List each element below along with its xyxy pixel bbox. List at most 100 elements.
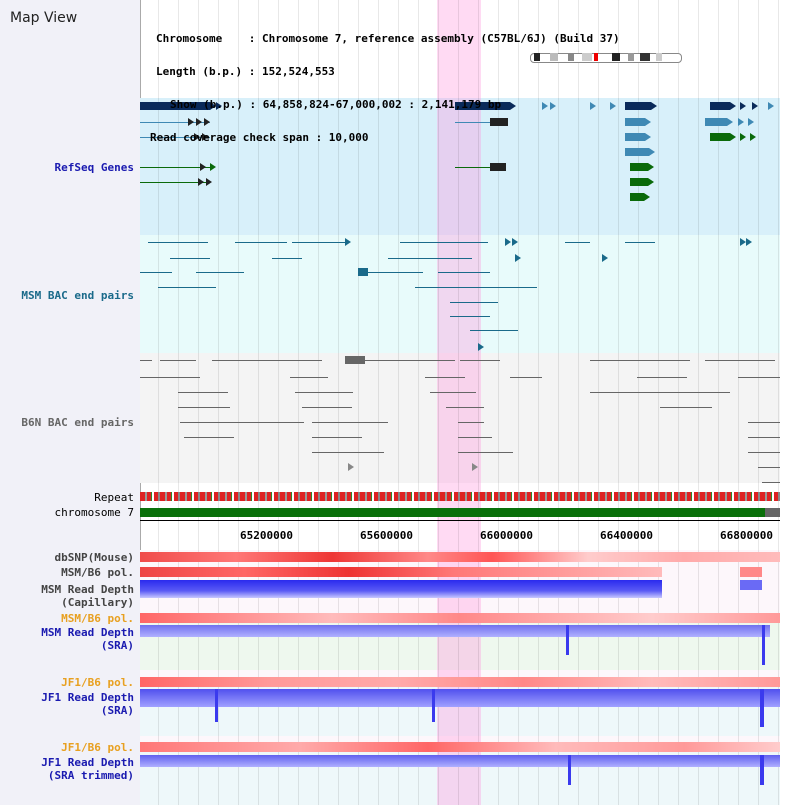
ideogram-band bbox=[582, 53, 592, 61]
repeat-track[interactable] bbox=[140, 492, 780, 501]
refseq-gene[interactable] bbox=[625, 102, 651, 110]
ideogram-band bbox=[550, 53, 558, 61]
msm-bac-pair[interactable] bbox=[400, 242, 488, 243]
b6n-bac-pair[interactable] bbox=[180, 422, 250, 423]
msm-bac-pair[interactable] bbox=[292, 242, 348, 243]
bac-end-icon bbox=[478, 343, 484, 351]
refseq-gene[interactable] bbox=[630, 193, 644, 201]
msm-read-depth-capillary[interactable] bbox=[140, 580, 662, 598]
msm-bac-pair[interactable] bbox=[625, 242, 655, 243]
selected-region-highlight[interactable] bbox=[437, 0, 481, 805]
b6n-bac-pair[interactable] bbox=[160, 360, 196, 361]
b6n-bac-pair[interactable] bbox=[590, 360, 690, 361]
msm-bac-pair[interactable] bbox=[170, 258, 210, 259]
gene-arrow-icon bbox=[510, 102, 516, 110]
msm-bac-pair[interactable] bbox=[148, 242, 208, 243]
jf1-b6-pol-track[interactable] bbox=[140, 742, 780, 752]
b6n-bac-pair[interactable] bbox=[345, 356, 365, 364]
gene-arrow-icon bbox=[644, 193, 650, 201]
b6n-bac-pair[interactable] bbox=[510, 377, 542, 378]
gene-arrow-icon bbox=[752, 102, 758, 110]
b6n-bac-pair[interactable] bbox=[458, 452, 513, 453]
b6n-bac-pair[interactable] bbox=[748, 452, 780, 453]
msm-bac-pair[interactable] bbox=[358, 268, 368, 276]
b6n-bac-pair[interactable] bbox=[446, 407, 484, 408]
chromosome-line: Chromosome : Chromosome 7, reference ass… bbox=[156, 32, 620, 45]
gridline bbox=[478, 0, 479, 805]
refseq-gene[interactable] bbox=[630, 163, 648, 171]
refseq-gene[interactable] bbox=[625, 133, 645, 141]
refseq-gene[interactable] bbox=[455, 102, 510, 110]
msm-bac-pair[interactable] bbox=[368, 272, 423, 273]
msm-bac-pair[interactable] bbox=[272, 258, 302, 259]
msm-bac-pair[interactable] bbox=[565, 242, 590, 243]
b6n-bac-pair[interactable] bbox=[295, 392, 353, 393]
b6n-bac-pair[interactable] bbox=[705, 360, 775, 361]
b6n-bac-pair[interactable] bbox=[365, 360, 455, 361]
gridline bbox=[358, 0, 359, 805]
b6n-bac-pair[interactable] bbox=[425, 377, 465, 378]
msm-bac-pair[interactable] bbox=[450, 302, 498, 303]
refseq-gene[interactable] bbox=[710, 102, 730, 110]
b6n-bac-pair[interactable] bbox=[140, 360, 152, 361]
b6n-bac-pair[interactable] bbox=[290, 377, 328, 378]
msm-bac-pair[interactable] bbox=[196, 272, 244, 273]
refseq-intron bbox=[140, 167, 212, 168]
b6n-bac-pair[interactable] bbox=[430, 392, 476, 393]
msm-b6-pol-track[interactable] bbox=[140, 567, 662, 577]
b6n-bac-pair[interactable] bbox=[748, 437, 780, 438]
b6n-bac-pair[interactable] bbox=[460, 360, 500, 361]
chromosome-bar[interactable] bbox=[140, 508, 765, 517]
jf1-b6-pol-track[interactable] bbox=[140, 677, 780, 687]
b6n-bac-pair[interactable] bbox=[458, 422, 484, 423]
jf1-read-depth-sra[interactable] bbox=[140, 689, 780, 707]
b6n-bac-pair[interactable] bbox=[762, 482, 780, 483]
msm-bac-pair[interactable] bbox=[158, 287, 216, 288]
b6n-bac-pair[interactable] bbox=[748, 422, 780, 423]
ideogram-position-marker bbox=[594, 53, 598, 61]
ideogram-band bbox=[534, 53, 540, 61]
b6n-bac-pair[interactable] bbox=[738, 377, 780, 378]
b6n-bac-pair[interactable] bbox=[302, 407, 352, 408]
b6n-bac-pair[interactable] bbox=[590, 392, 730, 393]
b6n-bac-pair[interactable] bbox=[178, 407, 230, 408]
refseq-band bbox=[140, 98, 780, 235]
chromosome-ideogram[interactable] bbox=[530, 53, 682, 63]
b6n-bac-pair[interactable] bbox=[458, 437, 492, 438]
msm-bac-pair[interactable] bbox=[470, 330, 518, 331]
msm-read-depth-sra[interactable] bbox=[140, 625, 770, 637]
msm-bac-pair[interactable] bbox=[388, 258, 472, 259]
refseq-gene[interactable] bbox=[625, 148, 649, 156]
b6n-bac-pair[interactable] bbox=[312, 437, 362, 438]
genome-plot[interactable]: 65200000 65600000 66000000 66400000 6680… bbox=[140, 0, 800, 805]
refseq-gene[interactable] bbox=[140, 102, 210, 110]
msm-bac-pair[interactable] bbox=[450, 316, 490, 317]
refseq-gene[interactable] bbox=[705, 118, 727, 126]
refseq-gene[interactable] bbox=[630, 178, 648, 186]
b6n-bac-pair[interactable] bbox=[637, 377, 687, 378]
refseq-gene[interactable] bbox=[710, 133, 730, 141]
msm-b6-pol-track[interactable] bbox=[740, 567, 762, 577]
msm-read-depth-capillary[interactable] bbox=[740, 580, 762, 590]
b6n-bac-pair[interactable] bbox=[312, 422, 388, 423]
msm-bac-pair[interactable] bbox=[415, 287, 537, 288]
msm-bac-pair[interactable] bbox=[438, 272, 490, 273]
b6n-bac-pair[interactable] bbox=[660, 407, 712, 408]
refseq-gene[interactable] bbox=[625, 118, 645, 126]
b6n-bac-pair[interactable] bbox=[178, 392, 228, 393]
b6n-bac-band bbox=[140, 353, 780, 483]
b6n-bac-pair[interactable] bbox=[140, 377, 200, 378]
b6n-bac-pair[interactable] bbox=[248, 422, 304, 423]
b6n-bac-pair[interactable] bbox=[184, 437, 234, 438]
jf1-read-depth-trimmed[interactable] bbox=[140, 755, 780, 767]
msm-bac-pair[interactable] bbox=[235, 242, 287, 243]
gene-arrow-icon bbox=[188, 118, 194, 126]
dbsnp-track[interactable] bbox=[140, 552, 780, 562]
msm-b6-pol-track[interactable] bbox=[140, 613, 780, 623]
msm-bac-pair[interactable] bbox=[140, 272, 172, 273]
b6n-bac-pair[interactable] bbox=[758, 467, 780, 468]
b6n-bac-pair[interactable] bbox=[312, 452, 384, 453]
gridline bbox=[158, 0, 159, 805]
b6n-bac-pair[interactable] bbox=[212, 360, 322, 361]
gene-arrow-icon bbox=[730, 102, 736, 110]
